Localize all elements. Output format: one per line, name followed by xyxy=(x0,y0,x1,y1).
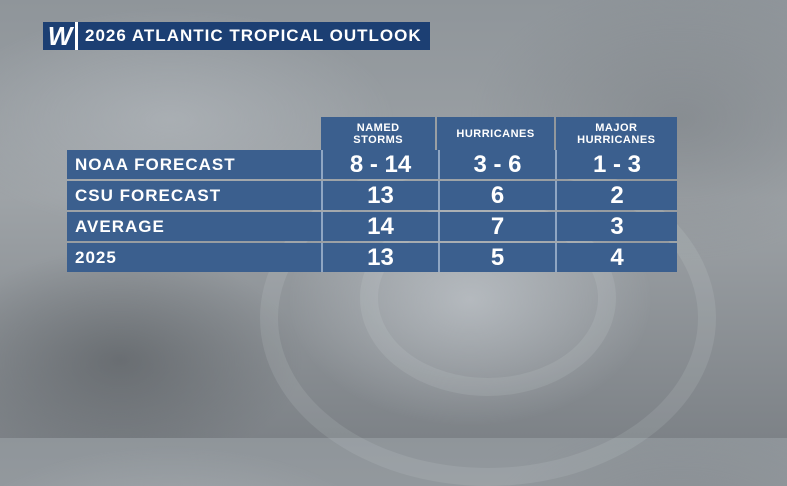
row-label: NOAA FORECAST xyxy=(75,154,236,174)
page-title: 2026 ATLANTIC TROPICAL OUTLOOK xyxy=(75,22,430,50)
column-header-named-storms: NAMED STORMS xyxy=(321,117,436,150)
major-hurricanes-value: 1 - 3 xyxy=(555,150,677,179)
outlook-table: NAMED STORMS HURRICANES MAJOR HURRICANES… xyxy=(67,117,677,272)
hurricanes-value: 3 - 6 xyxy=(438,150,555,179)
hurricanes-value: 5 xyxy=(438,243,555,272)
table-row: 2025 13 5 4 xyxy=(67,243,677,272)
table-header-row: NAMED STORMS HURRICANES MAJOR HURRICANES xyxy=(321,117,677,150)
column-header-major-hurricanes: MAJOR HURRICANES xyxy=(555,117,677,150)
row-label: 2025 xyxy=(75,247,117,267)
row-label: AVERAGE xyxy=(75,216,165,236)
header-bar: W 2026 ATLANTIC TROPICAL OUTLOOK xyxy=(43,21,430,51)
named-storms-value: 14 xyxy=(321,212,438,241)
column-header-hurricanes: HURRICANES xyxy=(437,117,554,150)
table-row: NOAA FORECAST 8 - 14 3 - 6 1 - 3 xyxy=(67,150,677,179)
row-label: CSU FORECAST xyxy=(75,185,222,205)
named-storms-value: 13 xyxy=(321,243,438,272)
major-hurricanes-value: 2 xyxy=(555,181,677,210)
major-hurricanes-value: 4 xyxy=(555,243,677,272)
weather-logo-icon: W xyxy=(43,21,75,51)
table-row: AVERAGE 14 7 3 xyxy=(67,212,677,241)
named-storms-value: 13 xyxy=(321,181,438,210)
hurricanes-value: 6 xyxy=(438,181,555,210)
hurricanes-value: 7 xyxy=(438,212,555,241)
table-row: CSU FORECAST 13 6 2 xyxy=(67,181,677,210)
major-hurricanes-value: 3 xyxy=(555,212,677,241)
named-storms-value: 8 - 14 xyxy=(321,150,438,179)
